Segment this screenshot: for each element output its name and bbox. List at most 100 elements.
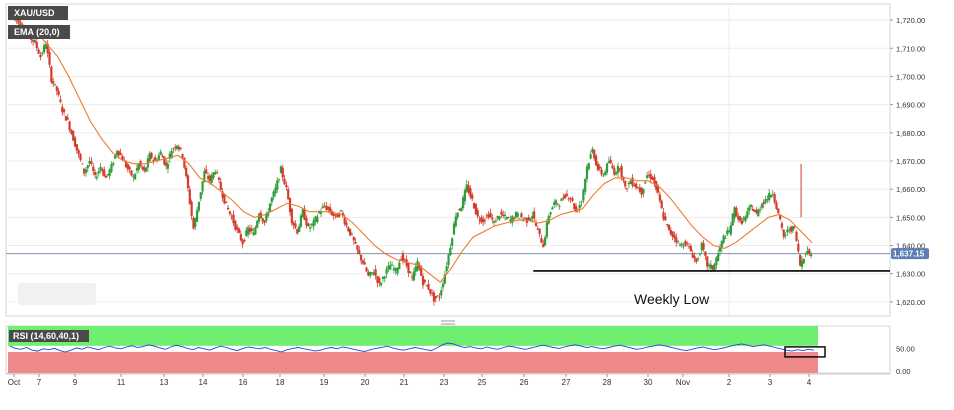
candle-body [301, 209, 304, 218]
time-axis: Oct 7 9 11 13 14 16 18 19 20 21 23 25 26 27 28 30 Nov 2 3 4 [6, 373, 890, 387]
candle-body [553, 202, 556, 205]
candle-body [735, 207, 738, 217]
candle-body [376, 276, 379, 283]
time-tick-label: 7 [37, 378, 42, 387]
candle-body [547, 215, 550, 224]
candle-body [718, 247, 722, 252]
candle-body [143, 167, 146, 171]
candle-body [722, 235, 725, 243]
candle-body [212, 172, 215, 178]
candle-body [119, 152, 122, 156]
candle-body [283, 178, 286, 185]
candle-body [179, 147, 182, 149]
time-tick-label: 19 [320, 378, 329, 387]
candle-body [658, 194, 661, 201]
candle-body [429, 289, 432, 294]
candle-body [35, 41, 38, 48]
weekly-low-annotation: Weekly Low [634, 291, 710, 307]
panel-resize-handle[interactable] [441, 320, 455, 325]
candle-body [460, 208, 463, 212]
price-tick-label: 1,650.00 [896, 213, 925, 222]
candle-body [764, 199, 767, 203]
rsi-panel: 50.00 0.00 RSI (14,60,40,1) [5, 325, 915, 376]
candle-body [132, 176, 135, 178]
candle-body [42, 45, 46, 53]
candle-body [66, 117, 69, 120]
candle-body [341, 213, 344, 216]
candle-body [128, 167, 131, 170]
candle-body [434, 296, 437, 299]
candle-body [697, 258, 700, 260]
candle-body [272, 191, 275, 198]
candle-body [106, 174, 109, 176]
candle-body [221, 191, 224, 198]
candle-body [474, 203, 477, 215]
candle-body [410, 276, 414, 278]
candle-body [686, 242, 689, 244]
candle-body [50, 66, 53, 83]
candle-body [252, 232, 255, 236]
candle-body [520, 213, 523, 218]
candle-body [68, 121, 71, 130]
candle-body [374, 269, 377, 276]
candle-body [53, 83, 57, 85]
candle-body [196, 210, 199, 222]
candle-body [556, 203, 559, 205]
ema-badge[interactable]: EMA (20,0) [8, 25, 70, 39]
candle-body [483, 220, 487, 222]
candle-body [414, 266, 417, 272]
candle-body [409, 271, 412, 274]
candle-body [607, 161, 610, 163]
candle-body [185, 167, 188, 176]
candle-body [281, 167, 284, 178]
candle-body [401, 253, 405, 261]
candle-body [57, 90, 60, 95]
candle-body [609, 159, 612, 164]
candle-body [536, 228, 539, 230]
candle-body [749, 204, 753, 208]
candle-body [467, 185, 470, 193]
candle-body [538, 228, 541, 234]
candle-body [698, 254, 702, 255]
candle-body [314, 216, 317, 222]
candle-body [336, 214, 339, 218]
candle-body [717, 253, 720, 262]
candle-body [726, 230, 729, 235]
candle-body [394, 268, 397, 271]
candle-body [239, 234, 242, 241]
candle-body [327, 206, 330, 210]
time-tick-label: 25 [478, 378, 487, 387]
candle-body [287, 189, 290, 200]
candle-body [354, 241, 357, 244]
candle-body [733, 207, 736, 219]
candle-body [90, 161, 93, 164]
candle-body [290, 208, 293, 224]
candle-body [443, 274, 446, 284]
candle-body [334, 214, 337, 215]
candle-body [396, 267, 399, 274]
candle-body [157, 155, 160, 160]
candle-body [124, 161, 128, 168]
time-tick-label: 26 [520, 378, 529, 387]
candle-body [644, 181, 647, 184]
rsi-label: RSI (14,60,40,1) [13, 331, 79, 341]
candle-body [779, 214, 782, 220]
candle-body [257, 213, 261, 222]
price-tick-label: 1,670.00 [896, 157, 925, 166]
candle-body [177, 146, 180, 150]
candle-body [799, 254, 802, 266]
candle-body [135, 167, 139, 171]
price-tick-label: 1,630.00 [896, 270, 925, 279]
rsi-highlight-box [784, 346, 826, 358]
rsi-oversold-zone [8, 351, 818, 373]
candle-body [531, 215, 534, 219]
symbol-badge[interactable]: XAU/USD [8, 6, 68, 20]
candle-body [789, 227, 793, 232]
candle-body [695, 258, 698, 263]
candle-body [39, 54, 42, 58]
candle-body [188, 189, 191, 204]
candle-body [613, 168, 616, 175]
candle-body [81, 163, 84, 165]
candle-body [274, 187, 277, 194]
